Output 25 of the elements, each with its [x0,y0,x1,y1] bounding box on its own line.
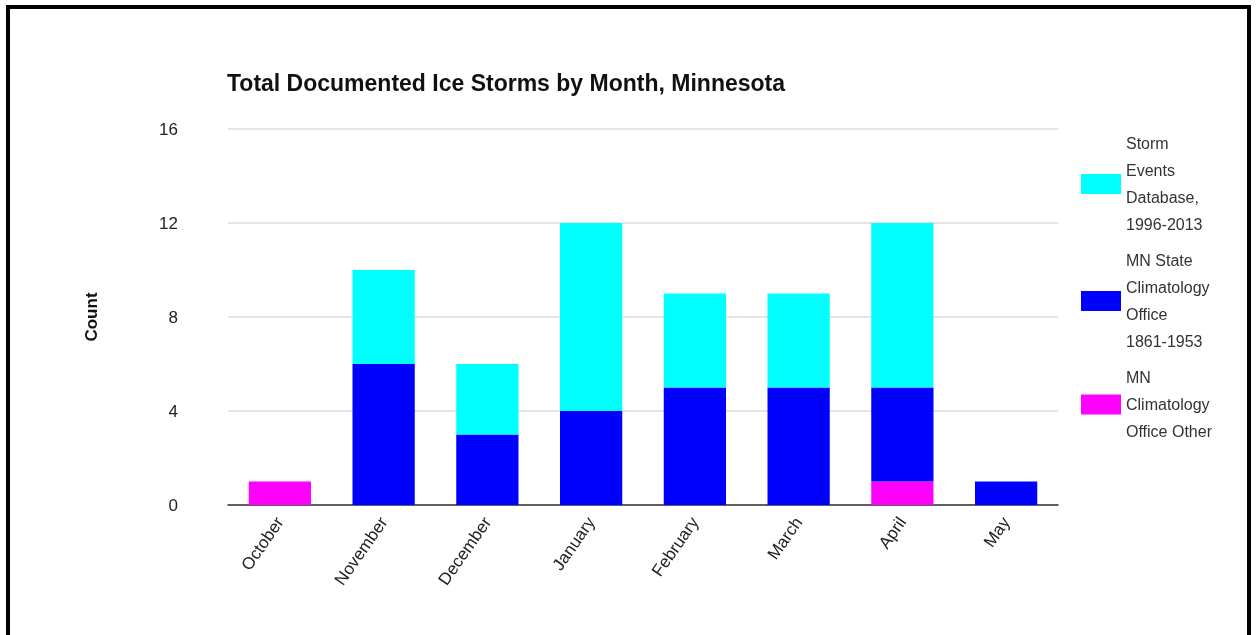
y-tick-label: 16 [159,119,178,139]
bar [871,481,934,505]
bar [663,387,726,505]
bar [871,387,934,482]
bar [456,364,519,435]
bar [767,387,830,505]
legend-label: MN Climatology Office Other [1126,369,1215,440]
bar [352,364,415,505]
bar [560,411,623,505]
y-tick-label: 4 [168,401,178,421]
y-tick-label: 0 [168,495,178,515]
bar [975,481,1038,505]
bar [767,293,830,388]
chart-title: Total Documented Ice Storms by Month, Minnesota [227,69,786,96]
bar [560,223,623,411]
bar [663,293,726,388]
y-tick-label: 12 [159,213,178,233]
legend-label: Storm Events Database, 1996-2013 [1126,135,1204,233]
bar [871,223,934,388]
legend-label: MN State Climatology Office 1861-1953 [1126,252,1215,350]
bar [352,270,415,364]
bar [456,434,519,505]
y-tick-label: 8 [168,307,178,327]
y-axis-title: Count [82,292,101,342]
bar [248,481,311,505]
